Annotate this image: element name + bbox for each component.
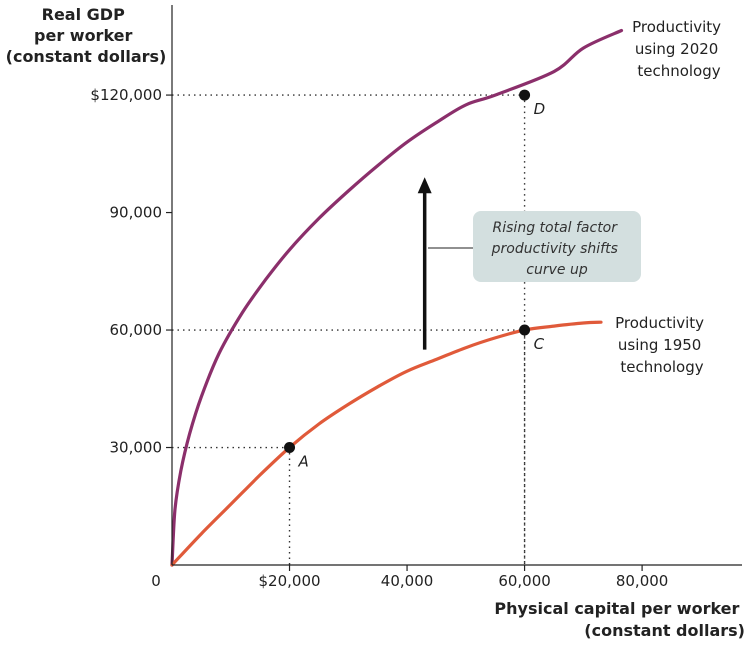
point-C bbox=[519, 324, 531, 336]
annotation-line-1: Rising total factor bbox=[493, 220, 619, 236]
point-A bbox=[284, 442, 296, 454]
curves bbox=[170, 28, 624, 567]
series-1950-label: Productivity using 1950 technology bbox=[615, 314, 709, 376]
annotation-text: Rising total factor productivity shifts … bbox=[491, 220, 623, 278]
y-axis-title-line-2: per worker bbox=[34, 26, 132, 45]
x-tick-label-3: 80,000 bbox=[616, 572, 669, 590]
series-2020-label-line-3: technology bbox=[637, 62, 720, 80]
series-1950-label-line-2: using 1950 bbox=[618, 336, 701, 354]
dotted-guides bbox=[172, 94, 526, 565]
series-line-1 bbox=[170, 320, 603, 567]
annotation-box bbox=[473, 211, 641, 282]
point-label-C: C bbox=[534, 335, 545, 353]
y-axis-title-line-3: (constant dollars) bbox=[6, 47, 167, 66]
point-D bbox=[519, 89, 531, 101]
series-1950-label-line-3: technology bbox=[620, 358, 703, 376]
x-axis-title-line-1: Physical capital per worker bbox=[494, 599, 739, 618]
y-axis-title-line-1: Real GDP bbox=[42, 5, 125, 24]
y-tick-label-1: 60,000 bbox=[110, 321, 163, 339]
series-line-0 bbox=[170, 28, 624, 567]
series-2020-label-line-2: using 2020 bbox=[635, 40, 718, 58]
y-tick-label-2: 90,000 bbox=[110, 204, 163, 222]
x-tick-label-1: 40,000 bbox=[381, 572, 434, 590]
y-tick-label-0: 30,000 bbox=[110, 439, 163, 457]
series-1950-label-line-1: Productivity bbox=[615, 314, 704, 332]
series-2020-label: Productivity using 2020 technology bbox=[632, 18, 726, 80]
point-label-D: D bbox=[534, 100, 546, 118]
y-axis-title: Real GDP per worker (constant dollars) bbox=[6, 5, 167, 66]
shift-arrow-head bbox=[417, 177, 432, 194]
x-axis-title: Physical capital per worker (constant do… bbox=[494, 599, 745, 640]
x-axis-title-line-2: (constant dollars) bbox=[584, 621, 745, 640]
x-tick-label-2: 60,000 bbox=[498, 572, 551, 590]
points: A C D bbox=[284, 89, 546, 471]
origin-label: 0 bbox=[151, 572, 161, 590]
series-2020-label-line-1: Productivity bbox=[632, 18, 721, 36]
x-tick-label-0: $20,000 bbox=[259, 572, 321, 590]
tick-labels: 30,000 60,000 90,000 $120,000 $20,000 40,000 6… bbox=[90, 86, 668, 590]
annotation-line-3: curve up bbox=[526, 262, 588, 278]
shift-annotation: Rising total factor productivity shifts … bbox=[428, 211, 641, 282]
point-label-A: A bbox=[298, 453, 309, 471]
y-tick-label-3: $120,000 bbox=[90, 86, 162, 104]
annotation-line-2: productivity shifts bbox=[491, 241, 618, 257]
